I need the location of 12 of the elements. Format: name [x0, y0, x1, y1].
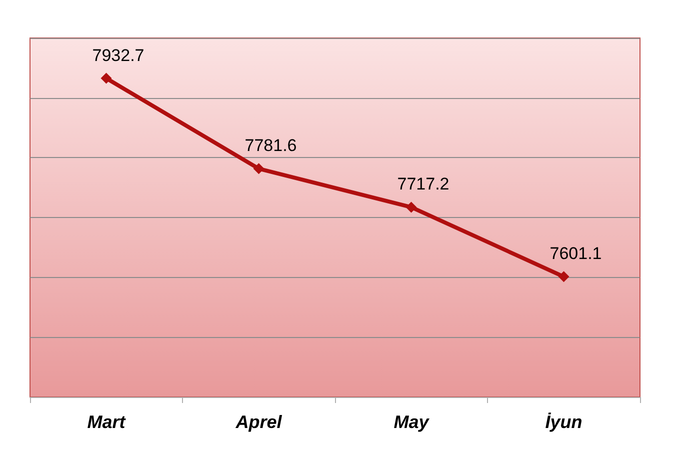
- point: [253, 163, 264, 174]
- point: [100, 72, 112, 84]
- x-tick-label: May: [394, 412, 430, 432]
- x-tick-label: Mart: [87, 412, 126, 432]
- point: [406, 202, 417, 213]
- data-label: 7781.6: [244, 136, 297, 156]
- x-tick-label: Aprel: [234, 412, 283, 432]
- point: [558, 271, 570, 282]
- x-tick-label: İyun: [545, 412, 582, 432]
- data-label: 7717.2: [397, 174, 450, 194]
- data-label: 7601.1: [550, 244, 602, 264]
- data-label: 7932.7: [92, 46, 144, 65]
